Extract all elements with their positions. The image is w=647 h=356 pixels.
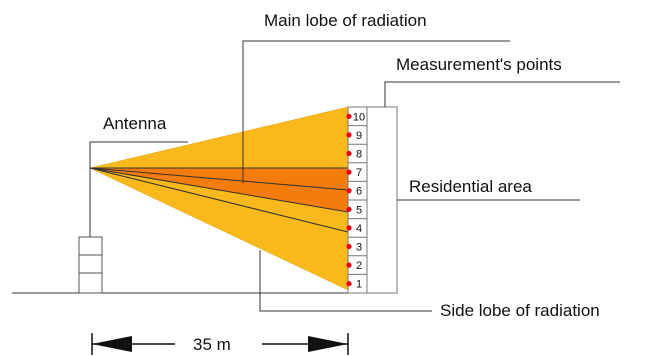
- floor-number: 2: [356, 260, 362, 272]
- distance-label: 35 m: [193, 335, 231, 354]
- measurement-points-label: Measurement's points: [396, 55, 562, 74]
- floor-number: 6: [356, 186, 362, 198]
- antenna-label: Antenna: [103, 114, 167, 133]
- arrow-left-icon: [92, 336, 132, 352]
- floor-number: 1: [356, 279, 362, 291]
- arrow-right-icon: [308, 336, 348, 352]
- residential-area-label: Residential area: [409, 177, 532, 196]
- measurement-point: [346, 281, 352, 287]
- measurement-point: [346, 150, 352, 157]
- measurement-point: [346, 169, 352, 175]
- measurement-point: [346, 225, 352, 231]
- beam-lines: [89, 167, 349, 233]
- distance-dimension: 35 m: [91, 333, 349, 355]
- floor-number: 3: [356, 242, 362, 254]
- measurement-point: [346, 113, 352, 119]
- measurement-point: [346, 206, 352, 212]
- leader-lines: [89, 40, 620, 312]
- floor-number: 4: [356, 223, 362, 235]
- floor-number: 8: [356, 149, 362, 161]
- residential-building: 10 9 8 7 6 5 4 3 2 1: [346, 106, 398, 294]
- antenna-mast: [78, 168, 103, 294]
- main-lobe-label: Main lobe of radiation: [264, 11, 427, 30]
- floor-number: 9: [356, 130, 362, 142]
- measurement-point: [346, 262, 352, 268]
- measurement-point: [346, 243, 352, 250]
- floor-number: 10: [353, 111, 365, 123]
- floor-number: 7: [356, 167, 362, 179]
- floor-number: 5: [356, 204, 362, 216]
- measurement-point: [346, 188, 352, 194]
- measurement-point: [346, 132, 352, 138]
- side-lobe-label: Side lobe of radiation: [440, 301, 600, 320]
